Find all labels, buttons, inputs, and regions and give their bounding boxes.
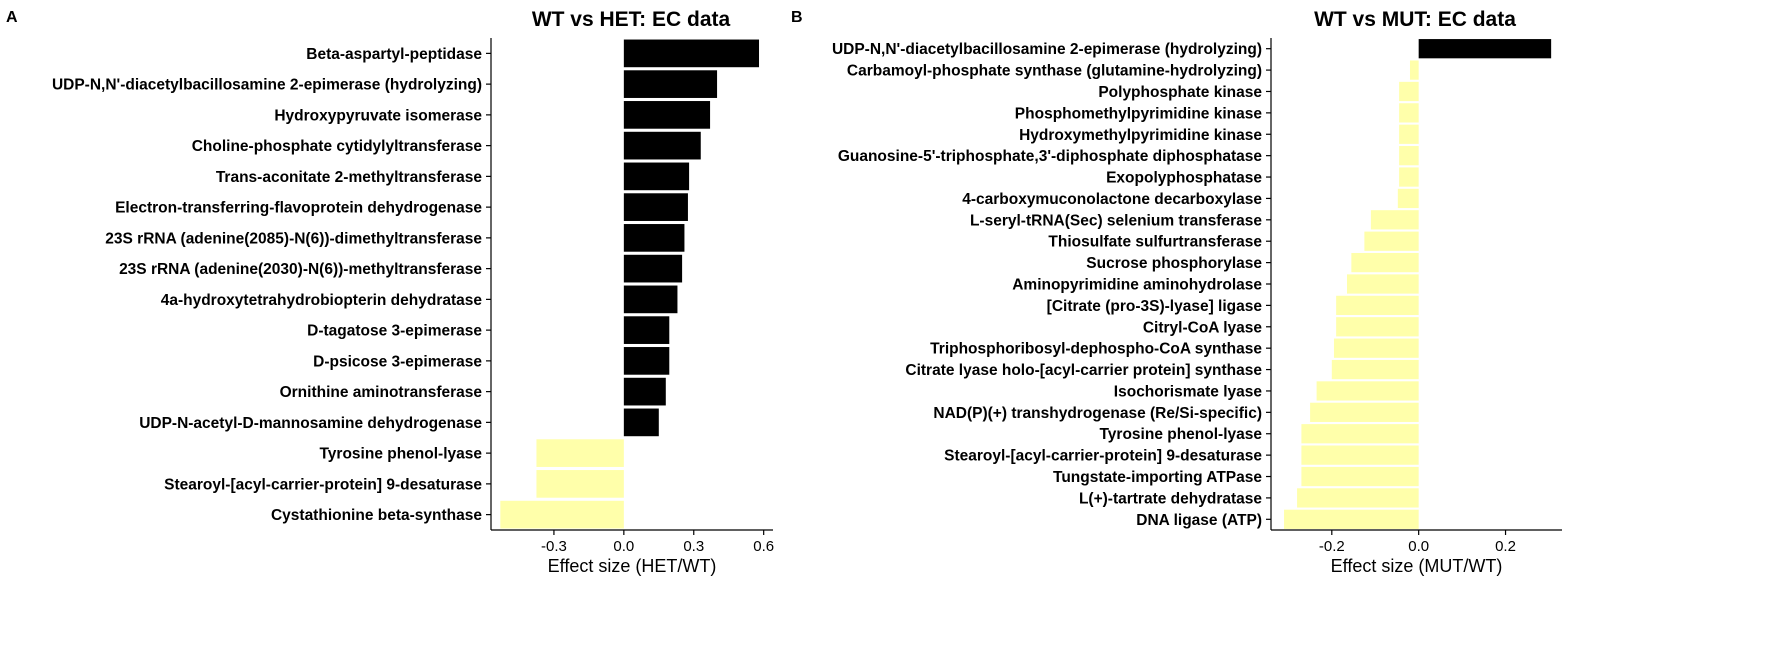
bar: [500, 500, 624, 529]
bar: [623, 224, 685, 252]
category-label: Exopolyphosphatase: [1106, 170, 1262, 187]
category-label: Electron-transferring-flavoprotein dehyd…: [115, 200, 482, 217]
chart-title: WT vs MUT: EC data: [1314, 8, 1516, 31]
bar: [623, 70, 718, 98]
bar: [1351, 252, 1419, 273]
bar: [1418, 39, 1552, 59]
category-label: UDP-N,N'-diacetylbacillosamine 2-epimera…: [52, 77, 482, 94]
chart-panel-a: A WT vs HET: EC data Beta-aspartyl-peptida…: [6, 8, 774, 576]
bar: [1336, 317, 1419, 337]
bar: [1301, 424, 1419, 444]
bar: [623, 101, 711, 129]
category-label: NAD(P)(+) transhydrogenase (Re/Si-specif…: [933, 405, 1262, 422]
category-label: DNA ligase (ATP): [1136, 512, 1262, 529]
category-label: Stearoyl-[acyl-carrier-protein] 9-desatu…: [164, 476, 482, 493]
category-label: Beta-aspartyl-peptidase: [306, 46, 482, 63]
category-label: Hydroxypyruvate isomerase: [274, 107, 482, 124]
category-label: Aminopyrimidine aminohydrolase: [1012, 277, 1262, 294]
category-label: Phosphomethylpyrimidine kinase: [1015, 105, 1263, 122]
category-label: L(+)-tartrate dehydratase: [1079, 490, 1262, 507]
bar: [623, 408, 659, 437]
x-tick-label: 0.6: [753, 538, 774, 555]
category-label: Triphosphoribosyl-dephospho-CoA synthase: [930, 341, 1262, 358]
category-label: D-psicose 3-epimerase: [313, 353, 482, 370]
category-label: D-tagatose 3-epimerase: [307, 323, 482, 340]
category-label: Citrate lyase holo-[acyl-carrier protein…: [905, 362, 1262, 379]
bar: [623, 347, 670, 375]
bar: [1370, 210, 1419, 230]
panel-letter: B: [791, 9, 803, 26]
bar: [1397, 188, 1419, 209]
bar: [623, 39, 760, 68]
category-label: Isochorismate lyase: [1114, 383, 1263, 400]
chart-title: WT vs HET: EC data: [532, 8, 731, 31]
bar: [1331, 359, 1419, 380]
panel-letter: A: [6, 9, 18, 26]
category-label: 23S rRNA (adenine(2030)-N(6))-methyltran…: [119, 261, 482, 278]
x-tick-label: -0.2: [1319, 538, 1345, 555]
bar: [623, 162, 690, 191]
x-axis-label: Effect size (MUT/WT): [1331, 556, 1503, 576]
bar: [1409, 60, 1419, 80]
category-label: Tyrosine phenol-lyase: [1099, 426, 1262, 443]
bar: [1333, 338, 1419, 358]
category-label: Tyrosine phenol-lyase: [319, 446, 482, 463]
bar: [1399, 146, 1419, 166]
x-axis-label: Effect size (HET/WT): [548, 556, 717, 576]
x-tick-label: 0.2: [1495, 538, 1516, 555]
bar: [623, 316, 670, 344]
category-label: 23S rRNA (adenine(2085)-N(6))-dimethyltr…: [105, 230, 482, 247]
category-label: Choline-phosphate cytidylyltransferase: [192, 138, 483, 155]
x-tick-label: 0.0: [1408, 538, 1429, 555]
bar: [1364, 231, 1419, 251]
x-tick-label: 0.3: [683, 538, 704, 555]
category-label: Guanosine-5'-triphosphate,3'-diphosphate…: [838, 148, 1263, 165]
bar: [1284, 509, 1419, 529]
bar: [1347, 274, 1419, 294]
bar: [536, 470, 624, 498]
category-label: 4-carboxymuconolactone decarboxylase: [962, 191, 1262, 208]
x-tick-label: 0.0: [613, 538, 634, 555]
category-label: Carbamoyl-phosphate synthase (glutamine-…: [847, 63, 1262, 80]
category-label: [Citrate (pro-3S)-lyase] ligase: [1047, 298, 1263, 315]
category-label: L-seryl-tRNA(Sec) selenium transferase: [970, 212, 1262, 229]
bar: [1399, 81, 1419, 102]
category-label: UDP-N,N'-diacetylbacillosamine 2-epimera…: [832, 41, 1262, 58]
bar: [1336, 295, 1419, 316]
category-label: UDP-N-acetyl-D-mannosamine dehydrogenase: [139, 415, 482, 432]
category-label: Sucrose phosphorylase: [1086, 255, 1262, 272]
bar: [1399, 124, 1419, 144]
category-label: 4a-hydroxytetrahydrobiopterin dehydratas…: [161, 292, 483, 309]
bar: [1301, 445, 1419, 465]
x-tick-label: -0.3: [541, 538, 567, 555]
category-label: Ornithine aminotransferase: [280, 384, 483, 401]
bar: [1399, 167, 1419, 187]
bar: [1310, 402, 1419, 422]
category-label: Trans-aconitate 2-methyltransferase: [216, 169, 483, 186]
chart-panel-b: B WT vs MUT: EC data UDP-N,N'-diacetylbaci…: [791, 8, 1562, 576]
category-label: Citryl-CoA lyase: [1143, 319, 1263, 336]
category-label: Tungstate-importing ATPase: [1053, 469, 1262, 486]
category-label: Stearoyl-[acyl-carrier-protein] 9-desatu…: [944, 448, 1262, 465]
bar: [536, 439, 624, 467]
bar: [1301, 466, 1419, 487]
bar: [623, 193, 688, 221]
category-label: Hydroxymethylpyrimidine kinase: [1019, 127, 1262, 144]
bar: [623, 131, 701, 160]
bar: [1399, 103, 1419, 123]
category-label: Thiosulfate sulfurtransferase: [1048, 234, 1262, 251]
bar: [1316, 381, 1419, 401]
bar: [623, 285, 678, 314]
bar: [623, 254, 683, 283]
bar: [1297, 488, 1419, 508]
category-label: Cystathionine beta-synthase: [271, 507, 482, 524]
category-label: Polyphosphate kinase: [1098, 84, 1262, 101]
bar: [623, 377, 666, 406]
